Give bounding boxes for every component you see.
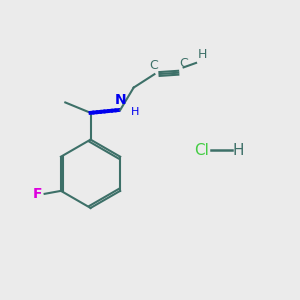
Text: H: H: [131, 107, 139, 117]
Text: C: C: [149, 59, 158, 72]
Text: H: H: [232, 142, 244, 158]
Text: Cl: Cl: [195, 142, 209, 158]
Text: H: H: [198, 48, 207, 62]
Text: C: C: [179, 57, 188, 70]
Text: N: N: [115, 94, 126, 107]
Text: F: F: [33, 187, 42, 201]
